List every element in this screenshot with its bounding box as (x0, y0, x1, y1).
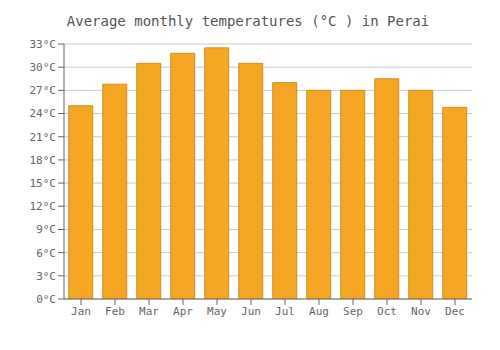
svg-text:Oct: Oct (377, 305, 397, 318)
svg-text:3°C: 3°C (36, 270, 56, 283)
svg-text:Apr: Apr (173, 305, 193, 318)
svg-text:18°C: 18°C (30, 154, 57, 167)
svg-text:Jan: Jan (71, 305, 91, 318)
svg-text:6°C: 6°C (36, 247, 56, 260)
svg-text:Sep: Sep (343, 305, 363, 318)
svg-text:9°C: 9°C (36, 223, 56, 236)
svg-text:21°C: 21°C (30, 131, 57, 144)
svg-text:27°C: 27°C (30, 84, 57, 97)
svg-text:Mar: Mar (139, 305, 159, 318)
svg-text:0°C: 0°C (36, 293, 56, 306)
svg-text:30°C: 30°C (30, 61, 57, 74)
svg-text:May: May (207, 305, 227, 318)
svg-text:Aug: Aug (309, 305, 329, 318)
svg-text:12°C: 12°C (30, 200, 57, 213)
svg-text:15°C: 15°C (30, 177, 57, 190)
html-text:Average monthly temperatures (: Average monthly temperatures (°C ) in Pe… (66, 13, 430, 29)
svg-text:Feb: Feb (105, 305, 125, 318)
svg-text:24°C: 24°C (30, 107, 57, 120)
svg-text:Jul: Jul (275, 305, 295, 318)
svg-text:33°C: 33°C (30, 38, 57, 51)
svg-text:Jun: Jun (241, 305, 261, 318)
svg-text:Dec: Dec (445, 305, 465, 318)
svg-text:Nov: Nov (411, 305, 431, 318)
